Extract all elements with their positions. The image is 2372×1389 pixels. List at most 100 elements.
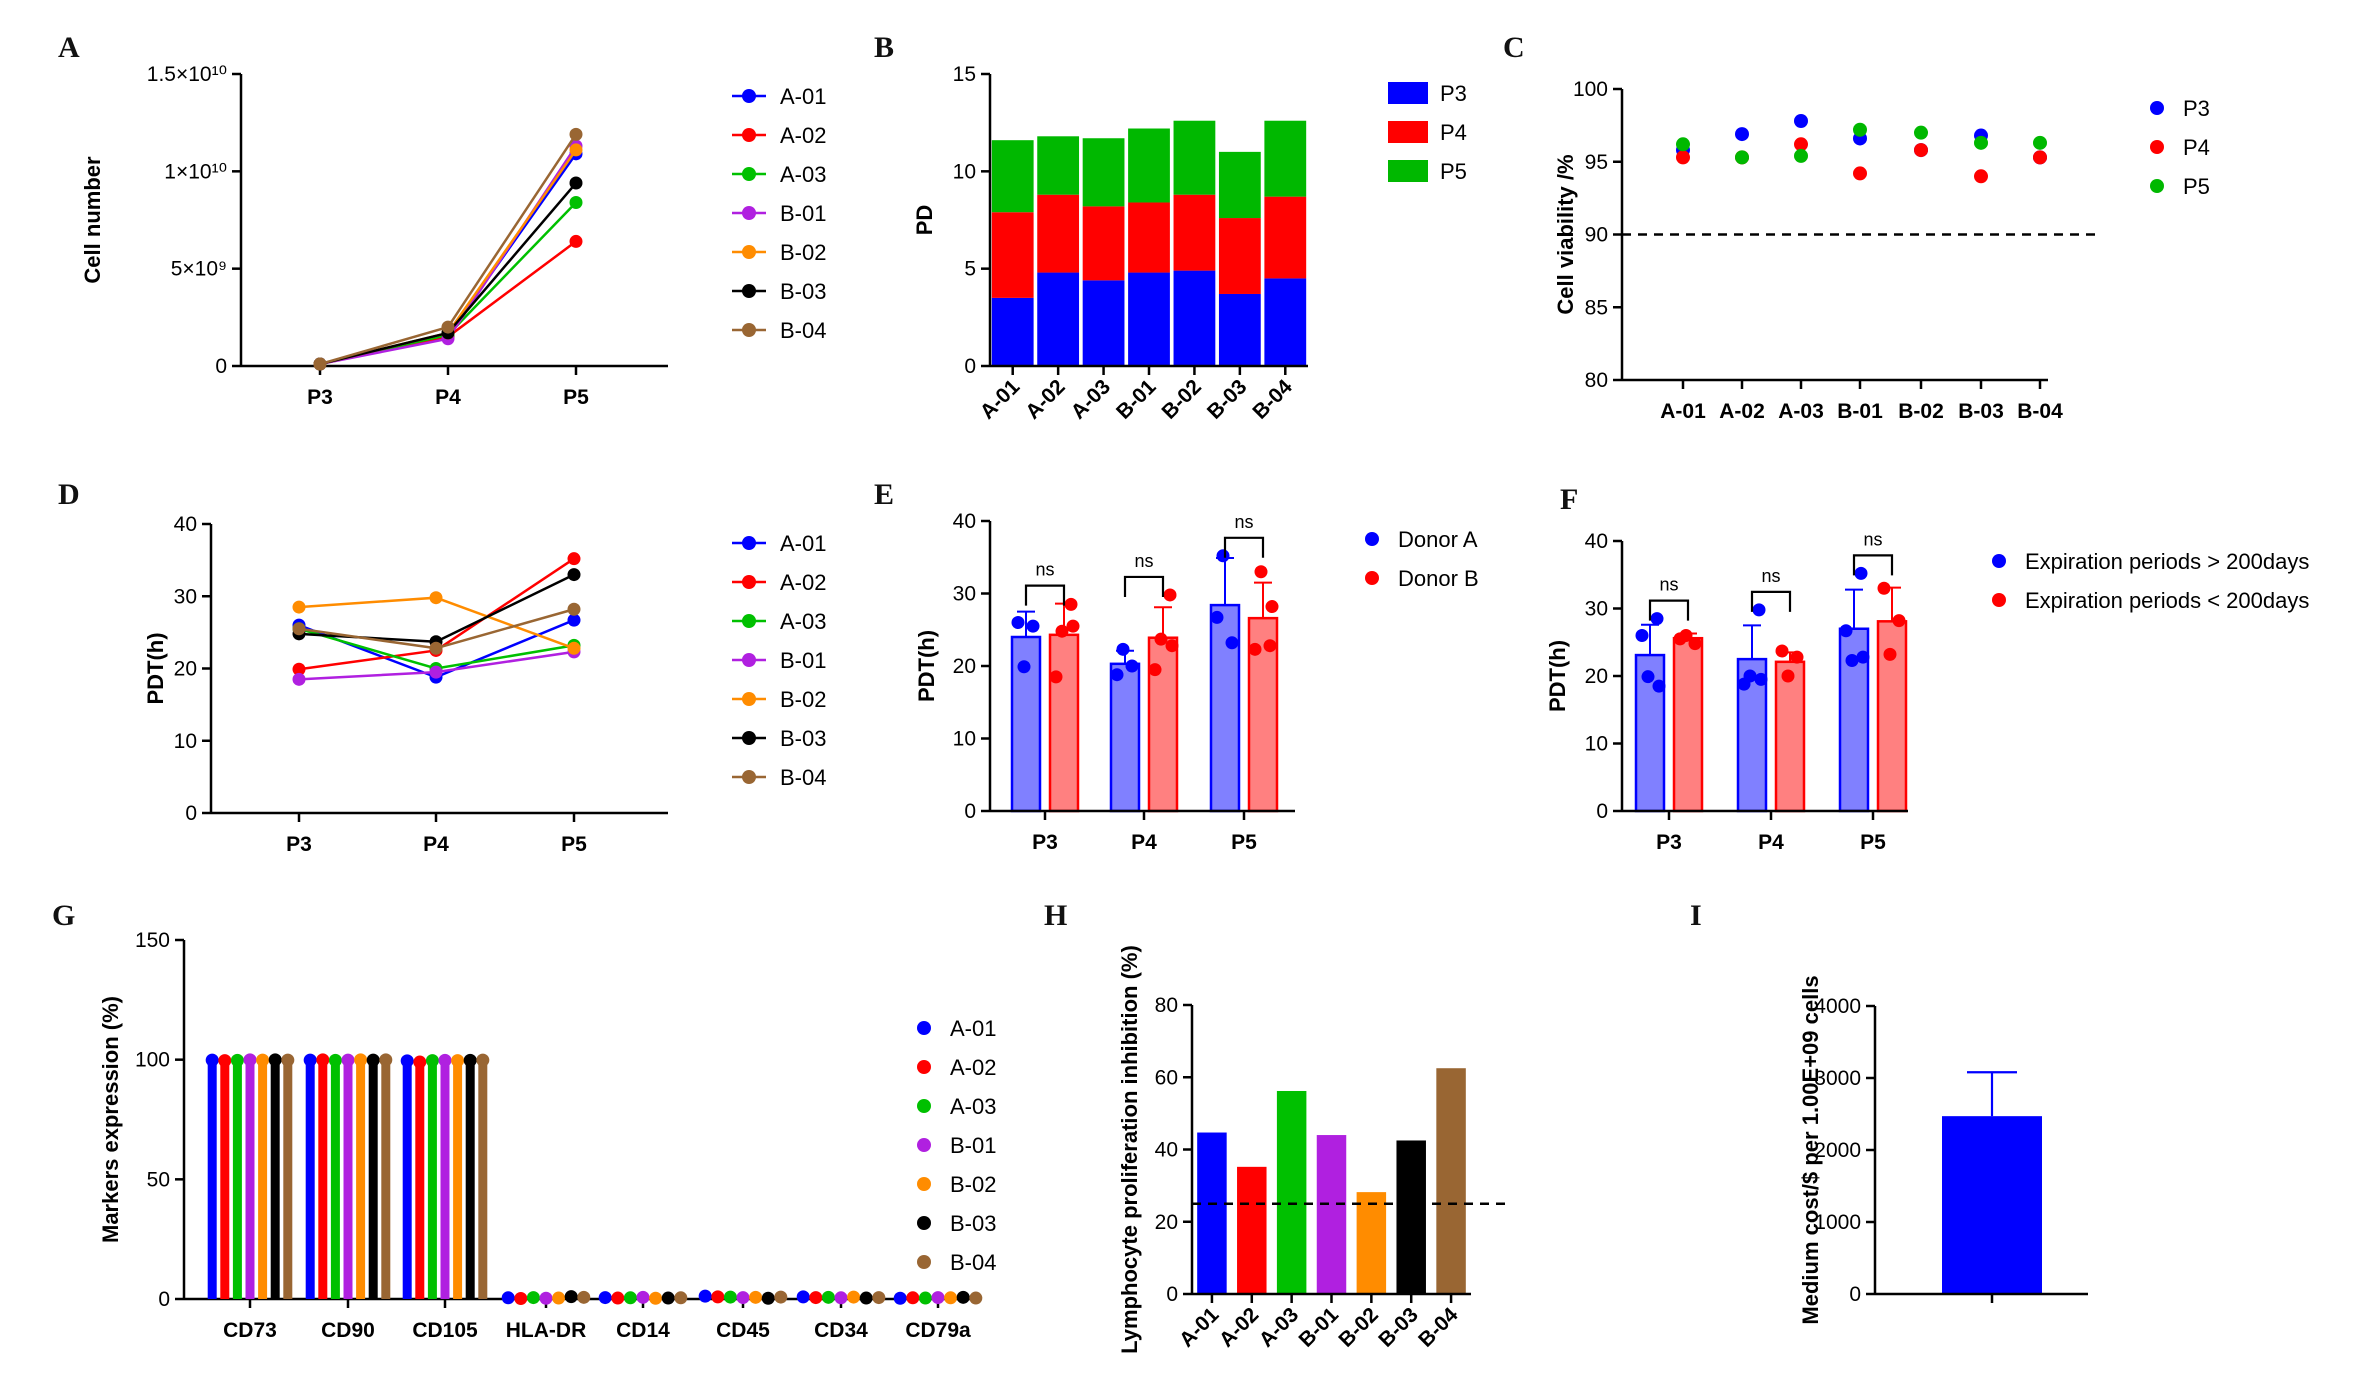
- x-tick-label-h: A-02: [1215, 1303, 1263, 1351]
- bar-segment-P4: [1173, 194, 1216, 271]
- legend-marker-d: [742, 731, 756, 745]
- panel-b-chart: 0 5 10 15 PD A-01A-02A-03B-01B-02B-03B-04 P3 P4…: [912, 63, 1467, 424]
- y-tick-label-i: 2000: [1814, 1139, 1861, 1162]
- lollipop-head-B-02: [451, 1054, 465, 1068]
- y-tick-label-e: 10: [953, 728, 976, 751]
- lollipop-head-A-02: [711, 1290, 725, 1304]
- bar-A-01: [1197, 1132, 1227, 1294]
- x-tick-label-f: P4: [1758, 831, 1784, 854]
- bar-segment-P5: [1037, 136, 1080, 195]
- legend-label-a: A-02: [780, 123, 826, 148]
- lollipop-head-B-01: [438, 1053, 452, 1067]
- x-tick-label-g: CD79a: [905, 1319, 971, 1342]
- bar-e-group-0: [1109, 662, 1141, 813]
- legend-label-g: A-01: [950, 1016, 996, 1041]
- lollipop-head-A-02: [514, 1292, 528, 1306]
- x-tick-label-b: A-01: [976, 375, 1025, 424]
- data-point-f: [1877, 581, 1891, 595]
- panel-label-D: D: [58, 478, 80, 511]
- lollipop-head-A-03: [623, 1291, 637, 1305]
- legend-marker-g: [917, 1216, 931, 1230]
- y-tick-label-b: 15: [953, 63, 976, 86]
- x-tick-label-c: A-01: [1660, 400, 1706, 423]
- legend-marker-f: [1992, 554, 2006, 568]
- legend-marker-c: [2150, 179, 2164, 193]
- legend-marker-e: [1365, 532, 1379, 546]
- lollipop-head-B-03: [366, 1053, 380, 1067]
- data-point-e: [1163, 588, 1177, 602]
- lollipop-head-A-03: [328, 1053, 342, 1067]
- legend-label-g: B-02: [950, 1172, 996, 1197]
- data-point-f: [1845, 653, 1859, 667]
- panel-label-E: E: [874, 478, 894, 511]
- data-point-B-04: [313, 357, 327, 371]
- legend-marker-g: [917, 1060, 931, 1074]
- legend-marker-g: [917, 1255, 931, 1269]
- data-point-A-01: [567, 613, 581, 627]
- y-tick-label-f: 40: [1585, 530, 1608, 553]
- data-point-A-03: [569, 195, 583, 209]
- legend-marker-d: [742, 653, 756, 667]
- lollipop-head-A-01: [598, 1291, 612, 1305]
- y-tick-label-h: 40: [1155, 1139, 1178, 1162]
- panel-f-chart: 0 10 20 30 40 PDT(h) P3 P4 P5 ns ns ns Expiration pe…: [1545, 529, 2309, 854]
- legend-marker-g: [917, 1138, 931, 1152]
- lollipop-stem-B-02: [453, 1060, 463, 1299]
- data-point-e: [1225, 636, 1239, 650]
- legend-label-c: P3: [2183, 96, 2210, 121]
- legend-marker-g: [917, 1021, 931, 1035]
- data-point-B-04: [292, 622, 306, 636]
- significance-bracket-f: [1750, 590, 1792, 612]
- legend-marker-c: [2150, 140, 2164, 154]
- lollipop-head-B-04: [379, 1053, 393, 1067]
- data-point-B-03: [569, 176, 583, 190]
- bar-segment-P3: [1128, 272, 1170, 366]
- y-tick-label-c: 95: [1585, 151, 1608, 174]
- y-tick-label-e: 0: [964, 800, 976, 823]
- data-point-P3: [1794, 114, 1808, 129]
- x-tick-label-a: P3: [307, 386, 333, 409]
- data-point-f: [1883, 647, 1897, 661]
- lollipop-stem-B-03: [270, 1059, 280, 1299]
- x-tick-label-h: B-04: [1414, 1303, 1463, 1352]
- legend-label-b: P5: [1440, 159, 1467, 184]
- y-tick-label-a: 0: [215, 355, 227, 378]
- x-tick-label-c: A-03: [1778, 400, 1824, 423]
- legend-marker-d: [742, 692, 756, 706]
- data-point-B-01: [429, 665, 443, 679]
- legend-label-a: B-01: [780, 201, 826, 226]
- y-axis-title-h: Lymphocyte proliferation inhibition (%): [1117, 945, 1142, 1354]
- legend-marker-d: [742, 770, 756, 784]
- lollipop-head-B-01: [243, 1053, 257, 1067]
- data-point-e: [1026, 619, 1040, 633]
- data-point-e: [1066, 619, 1080, 633]
- y-tick-label-i: 3000: [1814, 1067, 1861, 1090]
- lollipop-head-B-01: [341, 1053, 355, 1067]
- panel-label-G: G: [52, 899, 75, 932]
- data-point-P5: [2033, 135, 2047, 150]
- legend-marker-e: [1365, 571, 1379, 585]
- legend-label-f: Expiration periods < 200days: [2025, 588, 2309, 613]
- data-point-f: [1856, 650, 1870, 664]
- bar-segment-P3: [1082, 280, 1125, 366]
- panel-label-H: H: [1044, 899, 1067, 932]
- data-point-A-02: [569, 234, 583, 248]
- lollipop-head-B-02: [354, 1053, 368, 1067]
- bar-segment-P3: [991, 297, 1034, 366]
- x-tick-label-b: B-03: [1203, 375, 1251, 423]
- data-point-B-04: [567, 602, 581, 616]
- y-tick-label-f: 30: [1585, 598, 1608, 621]
- legend-label-d: B-02: [780, 687, 826, 712]
- bar-segment-P5: [1218, 151, 1261, 219]
- bar-segment-P4: [1037, 194, 1080, 273]
- y-tick-label-g: 50: [147, 1168, 170, 1191]
- lollipop-stem-A-03: [232, 1060, 242, 1299]
- lollipop-head-B-04: [476, 1053, 490, 1067]
- x-tick-label-a: P4: [435, 386, 461, 409]
- data-point-e: [1248, 642, 1262, 656]
- lollipop-head-A-02: [906, 1291, 920, 1305]
- lollipop-head-B-01: [539, 1291, 553, 1305]
- lollipop-stem-B-02: [258, 1060, 268, 1299]
- data-point-P4: [1794, 137, 1808, 152]
- y-tick-label-g: 150: [135, 929, 170, 952]
